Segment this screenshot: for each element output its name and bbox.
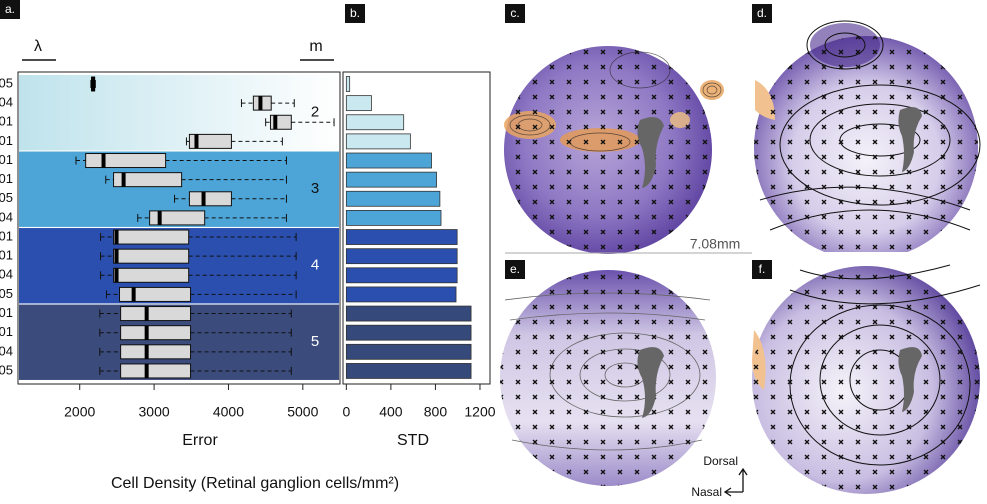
- group-header: m: [309, 38, 322, 55]
- panel-label: a.: [5, 2, 15, 16]
- y-tick-label: 0.01: [0, 133, 13, 148]
- y-tick-label: 0.001: [0, 171, 13, 186]
- map-e: [500, 270, 716, 486]
- group-band: [19, 75, 339, 150]
- bar: [346, 287, 456, 302]
- x-axis-label: Error: [182, 432, 218, 449]
- bar: [346, 115, 403, 130]
- box: [189, 192, 231, 206]
- x-tick-label: 3000: [139, 404, 170, 420]
- box: [86, 154, 166, 168]
- group-label: 5: [311, 333, 319, 350]
- map-f: [752, 265, 980, 494]
- panel-label: c.: [510, 6, 519, 20]
- x-tick-label: 400: [379, 404, 403, 420]
- box: [114, 249, 189, 263]
- y-tick-label: 1e-05: [0, 190, 13, 205]
- panel-label: d.: [757, 6, 767, 20]
- box: [120, 287, 191, 301]
- y-tick-label: 1e-05: [0, 286, 13, 301]
- map-d: [754, 21, 980, 260]
- x-tick-label: 2000: [64, 404, 95, 420]
- y-tick-label: 1e-04: [0, 343, 13, 358]
- y-tick-label: 1e-04: [0, 209, 13, 224]
- bar: [346, 191, 440, 206]
- box: [121, 307, 191, 321]
- box: [114, 268, 189, 282]
- orientation-arrows: [725, 469, 747, 496]
- group-label: 4: [311, 257, 319, 274]
- y-tick-label: 0.01: [0, 152, 13, 167]
- y-tick-label: 0.001: [0, 324, 13, 339]
- y-tick-label: 1e-04: [0, 95, 13, 110]
- x-tick-label: 1200: [464, 404, 495, 420]
- row-header: λ: [34, 38, 42, 55]
- y-tick-label: 0.001: [0, 248, 13, 263]
- bar: [346, 230, 457, 245]
- group-label: 3: [311, 180, 319, 197]
- box: [121, 326, 191, 340]
- y-tick-label: 1e-05: [0, 362, 13, 377]
- x-tick-label: 0: [342, 404, 350, 420]
- bar: [346, 153, 431, 168]
- bar: [346, 325, 471, 340]
- orientation-left: Nasal: [691, 485, 722, 499]
- bar: [346, 134, 410, 149]
- orientation-up: Dorsal: [703, 454, 738, 468]
- bar: [346, 210, 441, 225]
- map-c: [504, 46, 724, 254]
- x-axis-label: STD: [397, 432, 429, 449]
- box: [121, 345, 191, 359]
- bar: [346, 77, 349, 92]
- bar: [346, 249, 457, 264]
- group-label: 2: [311, 104, 319, 121]
- y-tick-label: 0.01: [0, 305, 13, 320]
- panel-label: f.: [759, 262, 766, 276]
- panel-label: b.: [350, 6, 360, 20]
- y-tick-label: 1e-05: [0, 75, 13, 90]
- x-tick-label: 5000: [287, 404, 318, 420]
- bar: [346, 96, 371, 111]
- y-tick-label: 1e-04: [0, 267, 13, 282]
- y-tick-label: 0.01: [0, 228, 13, 243]
- panel-label: e.: [510, 262, 520, 276]
- x-tick-label: 800: [424, 404, 448, 420]
- caption: Cell Density (Retinal ganglion cells/mm²…: [111, 475, 399, 492]
- bar: [346, 172, 436, 187]
- bar: [346, 344, 471, 359]
- box: [121, 364, 191, 378]
- x-tick-label: 4000: [213, 404, 244, 420]
- bar: [346, 306, 471, 321]
- bar: [346, 268, 457, 283]
- bar: [346, 363, 471, 378]
- figure: 200030004000500021e-051e-040.0010.0130.0…: [0, 0, 987, 504]
- y-tick-label: 0.001: [0, 114, 13, 129]
- box-plot: 2000 3000 4000 5000 2 1e-05 1e-04 0.001 0.01 3 0.0…: [0, 75, 339, 420]
- scale-label: 7.08mm: [690, 236, 741, 252]
- box: [114, 230, 189, 244]
